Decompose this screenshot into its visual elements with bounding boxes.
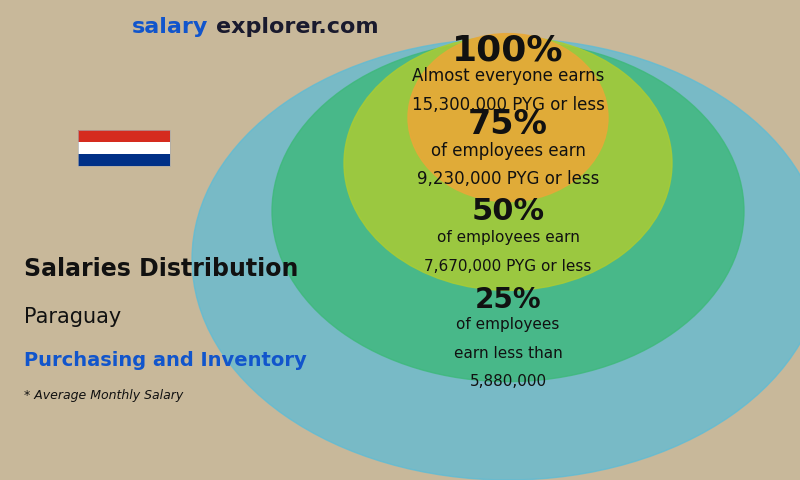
Text: Salaries Distribution: Salaries Distribution xyxy=(24,257,298,281)
Ellipse shape xyxy=(272,41,744,382)
Text: salary: salary xyxy=(132,17,208,37)
Text: Almost everyone earns: Almost everyone earns xyxy=(412,67,604,85)
Ellipse shape xyxy=(408,34,608,202)
Ellipse shape xyxy=(344,36,672,290)
Text: explorer.com: explorer.com xyxy=(216,17,378,37)
Text: 50%: 50% xyxy=(471,197,545,226)
Text: 7,670,000 PYG or less: 7,670,000 PYG or less xyxy=(424,259,592,274)
Text: 75%: 75% xyxy=(468,108,548,141)
Text: of employees earn: of employees earn xyxy=(437,230,579,245)
Bar xyxy=(78,142,170,154)
Text: * Average Monthly Salary: * Average Monthly Salary xyxy=(24,389,183,403)
Bar xyxy=(78,130,170,142)
Bar xyxy=(78,154,170,166)
Text: earn less than: earn less than xyxy=(454,346,562,360)
Text: of employees: of employees xyxy=(456,317,560,332)
Text: 15,300,000 PYG or less: 15,300,000 PYG or less xyxy=(411,96,605,114)
Bar xyxy=(78,130,170,166)
Text: 9,230,000 PYG or less: 9,230,000 PYG or less xyxy=(417,170,599,188)
Text: 100%: 100% xyxy=(452,34,564,68)
Text: 25%: 25% xyxy=(474,286,542,313)
Text: 5,880,000: 5,880,000 xyxy=(470,374,546,389)
Ellipse shape xyxy=(192,38,800,480)
Text: Purchasing and Inventory: Purchasing and Inventory xyxy=(24,350,306,370)
Text: Paraguay: Paraguay xyxy=(24,307,122,327)
Text: of employees earn: of employees earn xyxy=(430,142,586,159)
